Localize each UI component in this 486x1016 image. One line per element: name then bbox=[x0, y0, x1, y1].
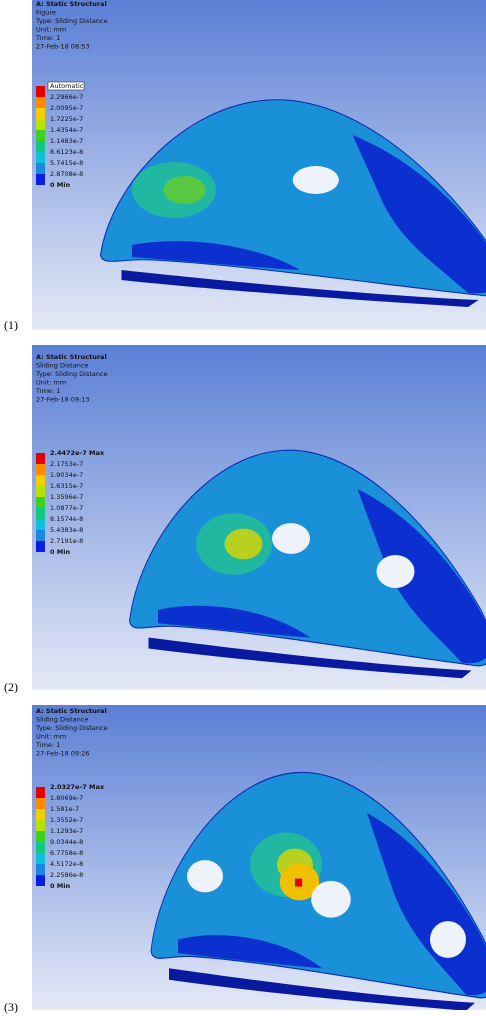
legend-swatch bbox=[36, 798, 45, 809]
header-line: Time: 1 bbox=[35, 741, 60, 749]
hot-region bbox=[225, 529, 263, 560]
legend-swatch bbox=[36, 541, 45, 552]
header-line: A: Static Structural bbox=[36, 707, 107, 715]
legend-swatch bbox=[36, 530, 45, 541]
legend-label: 4.5172e-8 bbox=[50, 860, 83, 868]
header-line: Type: Sliding Distance bbox=[35, 370, 108, 378]
legend-label: 9.0344e-8 bbox=[50, 838, 83, 846]
legend-swatch bbox=[36, 842, 45, 853]
header-line: Figure bbox=[36, 9, 56, 17]
legend-swatch bbox=[36, 497, 45, 508]
hole bbox=[311, 881, 351, 918]
page: A: Static StructuralFigureType: Sliding … bbox=[0, 0, 486, 1016]
header-line: A: Static Structural bbox=[36, 0, 107, 8]
legend-swatch bbox=[36, 508, 45, 519]
legend-swatch bbox=[36, 141, 45, 152]
legend-label: Automatic bbox=[50, 82, 84, 90]
header-line: Type: Sliding Distance bbox=[35, 17, 108, 25]
legend-label: 5.4383e-8 bbox=[50, 526, 83, 534]
legend-label: 1.7225e-7 bbox=[50, 115, 83, 123]
legend-swatch bbox=[36, 787, 45, 798]
caption: (2) bbox=[4, 680, 18, 695]
legend-label: 2.1753e-7 bbox=[50, 460, 83, 468]
legend-swatch bbox=[36, 853, 45, 864]
legend-label: 2.0095e-7 bbox=[50, 104, 83, 112]
legend-label: 1.0877e-7 bbox=[50, 504, 83, 512]
legend-label: 2.7191e-8 bbox=[50, 537, 83, 545]
legend-label: 2.2586e-8 bbox=[50, 871, 83, 879]
header-line: Sliding Distance bbox=[36, 362, 88, 370]
legend-swatch bbox=[36, 820, 45, 831]
header-line: Unit: mm bbox=[36, 733, 66, 741]
legend-label: 2.4472e-7 Max bbox=[50, 449, 105, 457]
legend-swatch bbox=[36, 809, 45, 820]
header-line: Sliding Distance bbox=[36, 716, 88, 724]
hot-region bbox=[164, 176, 206, 204]
header-line: A: Static Structural bbox=[36, 353, 107, 361]
legend-label: 1.8069e-7 bbox=[50, 794, 83, 802]
hole bbox=[272, 523, 310, 554]
hole bbox=[377, 555, 415, 588]
legend-swatch bbox=[36, 875, 45, 886]
legend-swatch bbox=[36, 130, 45, 141]
header-line: Time: 1 bbox=[35, 34, 60, 42]
hole bbox=[430, 921, 466, 958]
legend-swatch bbox=[36, 108, 45, 119]
legend-swatch bbox=[36, 464, 45, 475]
legend-swatch bbox=[36, 453, 45, 464]
legend-swatch bbox=[36, 864, 45, 875]
legend-label: 0 Min bbox=[50, 548, 70, 556]
header-line: Unit: mm bbox=[36, 379, 66, 387]
legend-label: 8.6123e-8 bbox=[50, 148, 83, 156]
legend-label: 1.6315e-7 bbox=[50, 482, 83, 490]
header-line: 27-Feb-18 08:53 bbox=[36, 43, 90, 51]
legend-label: 2.0327e-7 Max bbox=[50, 783, 105, 791]
legend-label: 6.7758e-8 bbox=[50, 849, 83, 857]
caption: (3) bbox=[4, 1000, 18, 1015]
legend-label: 5.7415e-8 bbox=[50, 159, 83, 167]
legend-swatch bbox=[36, 475, 45, 486]
header-line: Time: 1 bbox=[35, 387, 60, 395]
legend-swatch bbox=[36, 174, 45, 185]
legend-label: 1.3552e-7 bbox=[50, 816, 83, 824]
legend-label: 2.8708e-8 bbox=[50, 170, 83, 178]
header-line: Unit: mm bbox=[36, 26, 66, 34]
hole bbox=[293, 166, 339, 194]
legend-swatch bbox=[36, 119, 45, 130]
legend-label: 1.581e-7 bbox=[50, 805, 79, 813]
legend-label: 0 Min bbox=[50, 181, 70, 189]
legend-label: 1.3596e-7 bbox=[50, 493, 83, 501]
header-line: 27-Feb-18 09:26 bbox=[36, 750, 90, 758]
legend-label: 2.2966e-7 bbox=[50, 93, 83, 101]
legend-swatch bbox=[36, 831, 45, 842]
legend-swatch bbox=[36, 97, 45, 108]
header-line: Type: Sliding Distance bbox=[35, 724, 108, 732]
legend-swatch bbox=[36, 152, 45, 163]
legend-label: 0 Min bbox=[50, 882, 70, 890]
legend-label: 1.1483e-7 bbox=[50, 137, 83, 145]
header-line: 27-Feb-18 09:13 bbox=[36, 396, 90, 404]
legend-label: 1.1293e-7 bbox=[50, 827, 83, 835]
hole bbox=[187, 860, 223, 892]
caption: (1) bbox=[4, 318, 18, 333]
legend-label: 1.9034e-7 bbox=[50, 471, 83, 479]
legend-label: 1.4354e-7 bbox=[50, 126, 83, 134]
legend-swatch bbox=[36, 486, 45, 497]
legend-swatch bbox=[36, 519, 45, 530]
peak bbox=[295, 879, 302, 887]
legend-label: 8.1574e-8 bbox=[50, 515, 83, 523]
legend-swatch bbox=[36, 163, 45, 174]
legend-swatch bbox=[36, 86, 45, 97]
